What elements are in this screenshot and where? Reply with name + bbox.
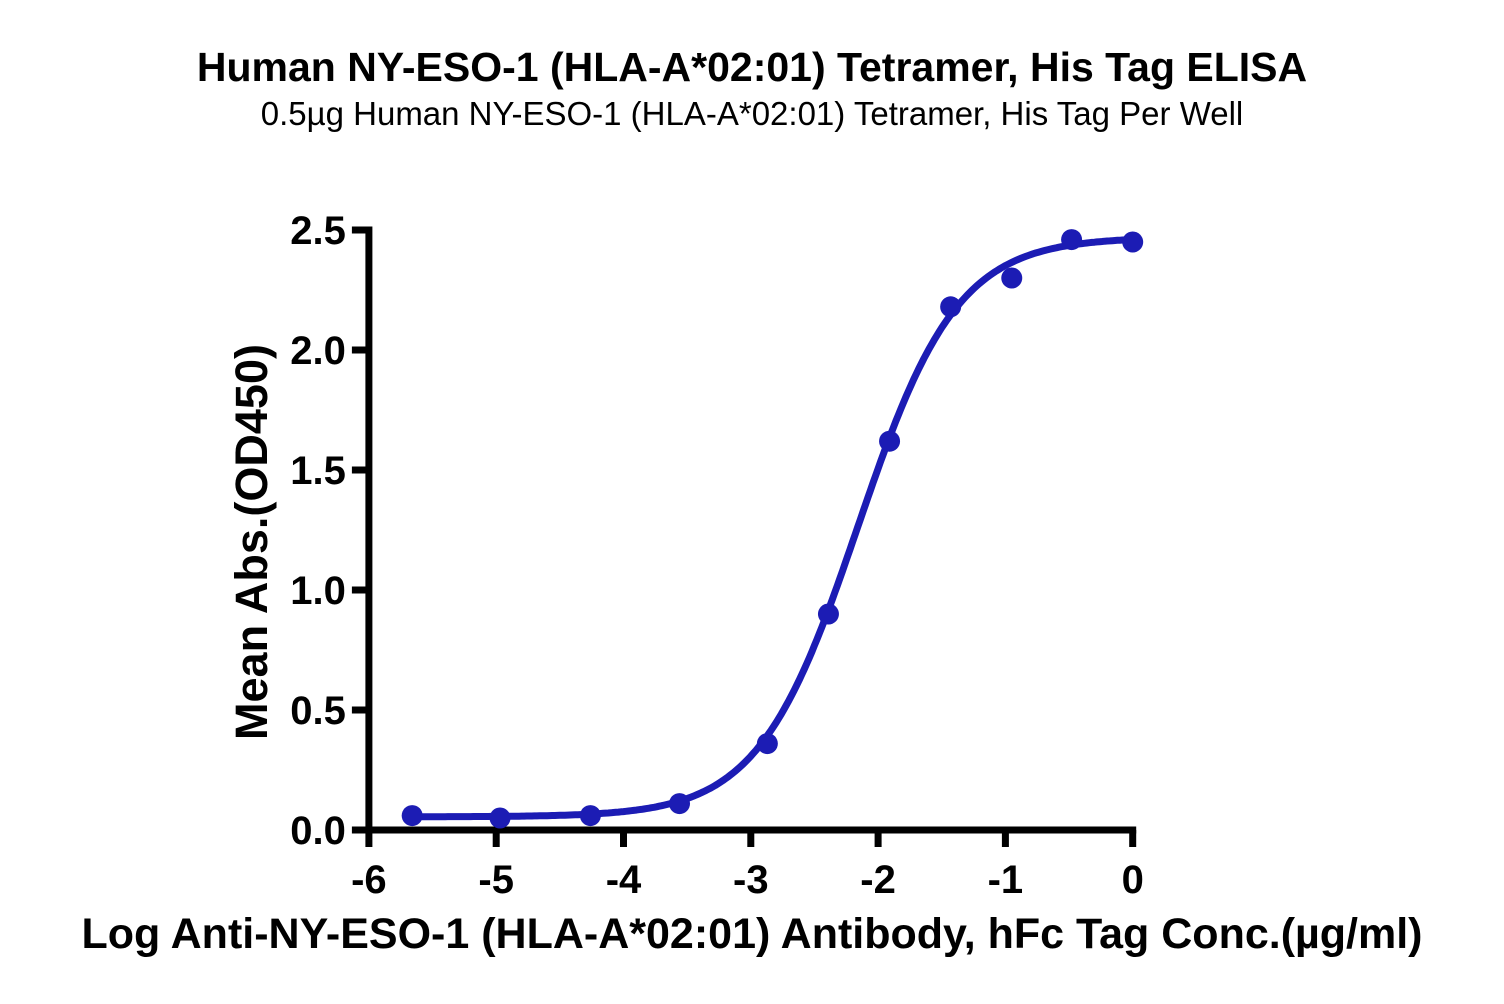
data-point <box>489 807 511 829</box>
y-tick-label: 2.0 <box>290 329 346 373</box>
data-point <box>1061 229 1083 251</box>
data-point <box>756 733 778 755</box>
x-axis-label: Log Anti-NY-ESO-1 (HLA-A*02:01) Antibody… <box>81 910 1423 958</box>
x-tick-label: -3 <box>733 858 769 902</box>
y-tick-label: 1.5 <box>290 449 346 493</box>
data-point <box>579 805 601 827</box>
x-tick-label: -1 <box>988 858 1024 902</box>
chart-subtitle: 0.5µg Human NY-ESO-1 (HLA-A*02:01) Tetra… <box>260 95 1244 132</box>
data-point <box>401 805 423 827</box>
data-point <box>669 793 691 815</box>
data-point <box>940 296 962 318</box>
y-tick-label: 2.5 <box>290 209 346 253</box>
data-point <box>1001 267 1023 289</box>
x-tick-label: -2 <box>860 858 896 902</box>
data-point <box>1122 231 1144 253</box>
x-tick-label: -6 <box>351 858 387 902</box>
fit-curve <box>408 236 1137 821</box>
chart-title: Human NY-ESO-1 (HLA-A*02:01) Tetramer, H… <box>196 44 1308 90</box>
y-tick-label: 0.0 <box>290 809 346 853</box>
x-tick-label: -4 <box>606 858 642 902</box>
x-tick-label: 0 <box>1122 858 1144 902</box>
data-point <box>879 430 901 452</box>
y-tick-label: 1.0 <box>290 569 346 613</box>
x-tick-label: -5 <box>478 858 514 902</box>
y-tick-label: 0.5 <box>290 689 346 733</box>
data-point <box>817 603 839 625</box>
